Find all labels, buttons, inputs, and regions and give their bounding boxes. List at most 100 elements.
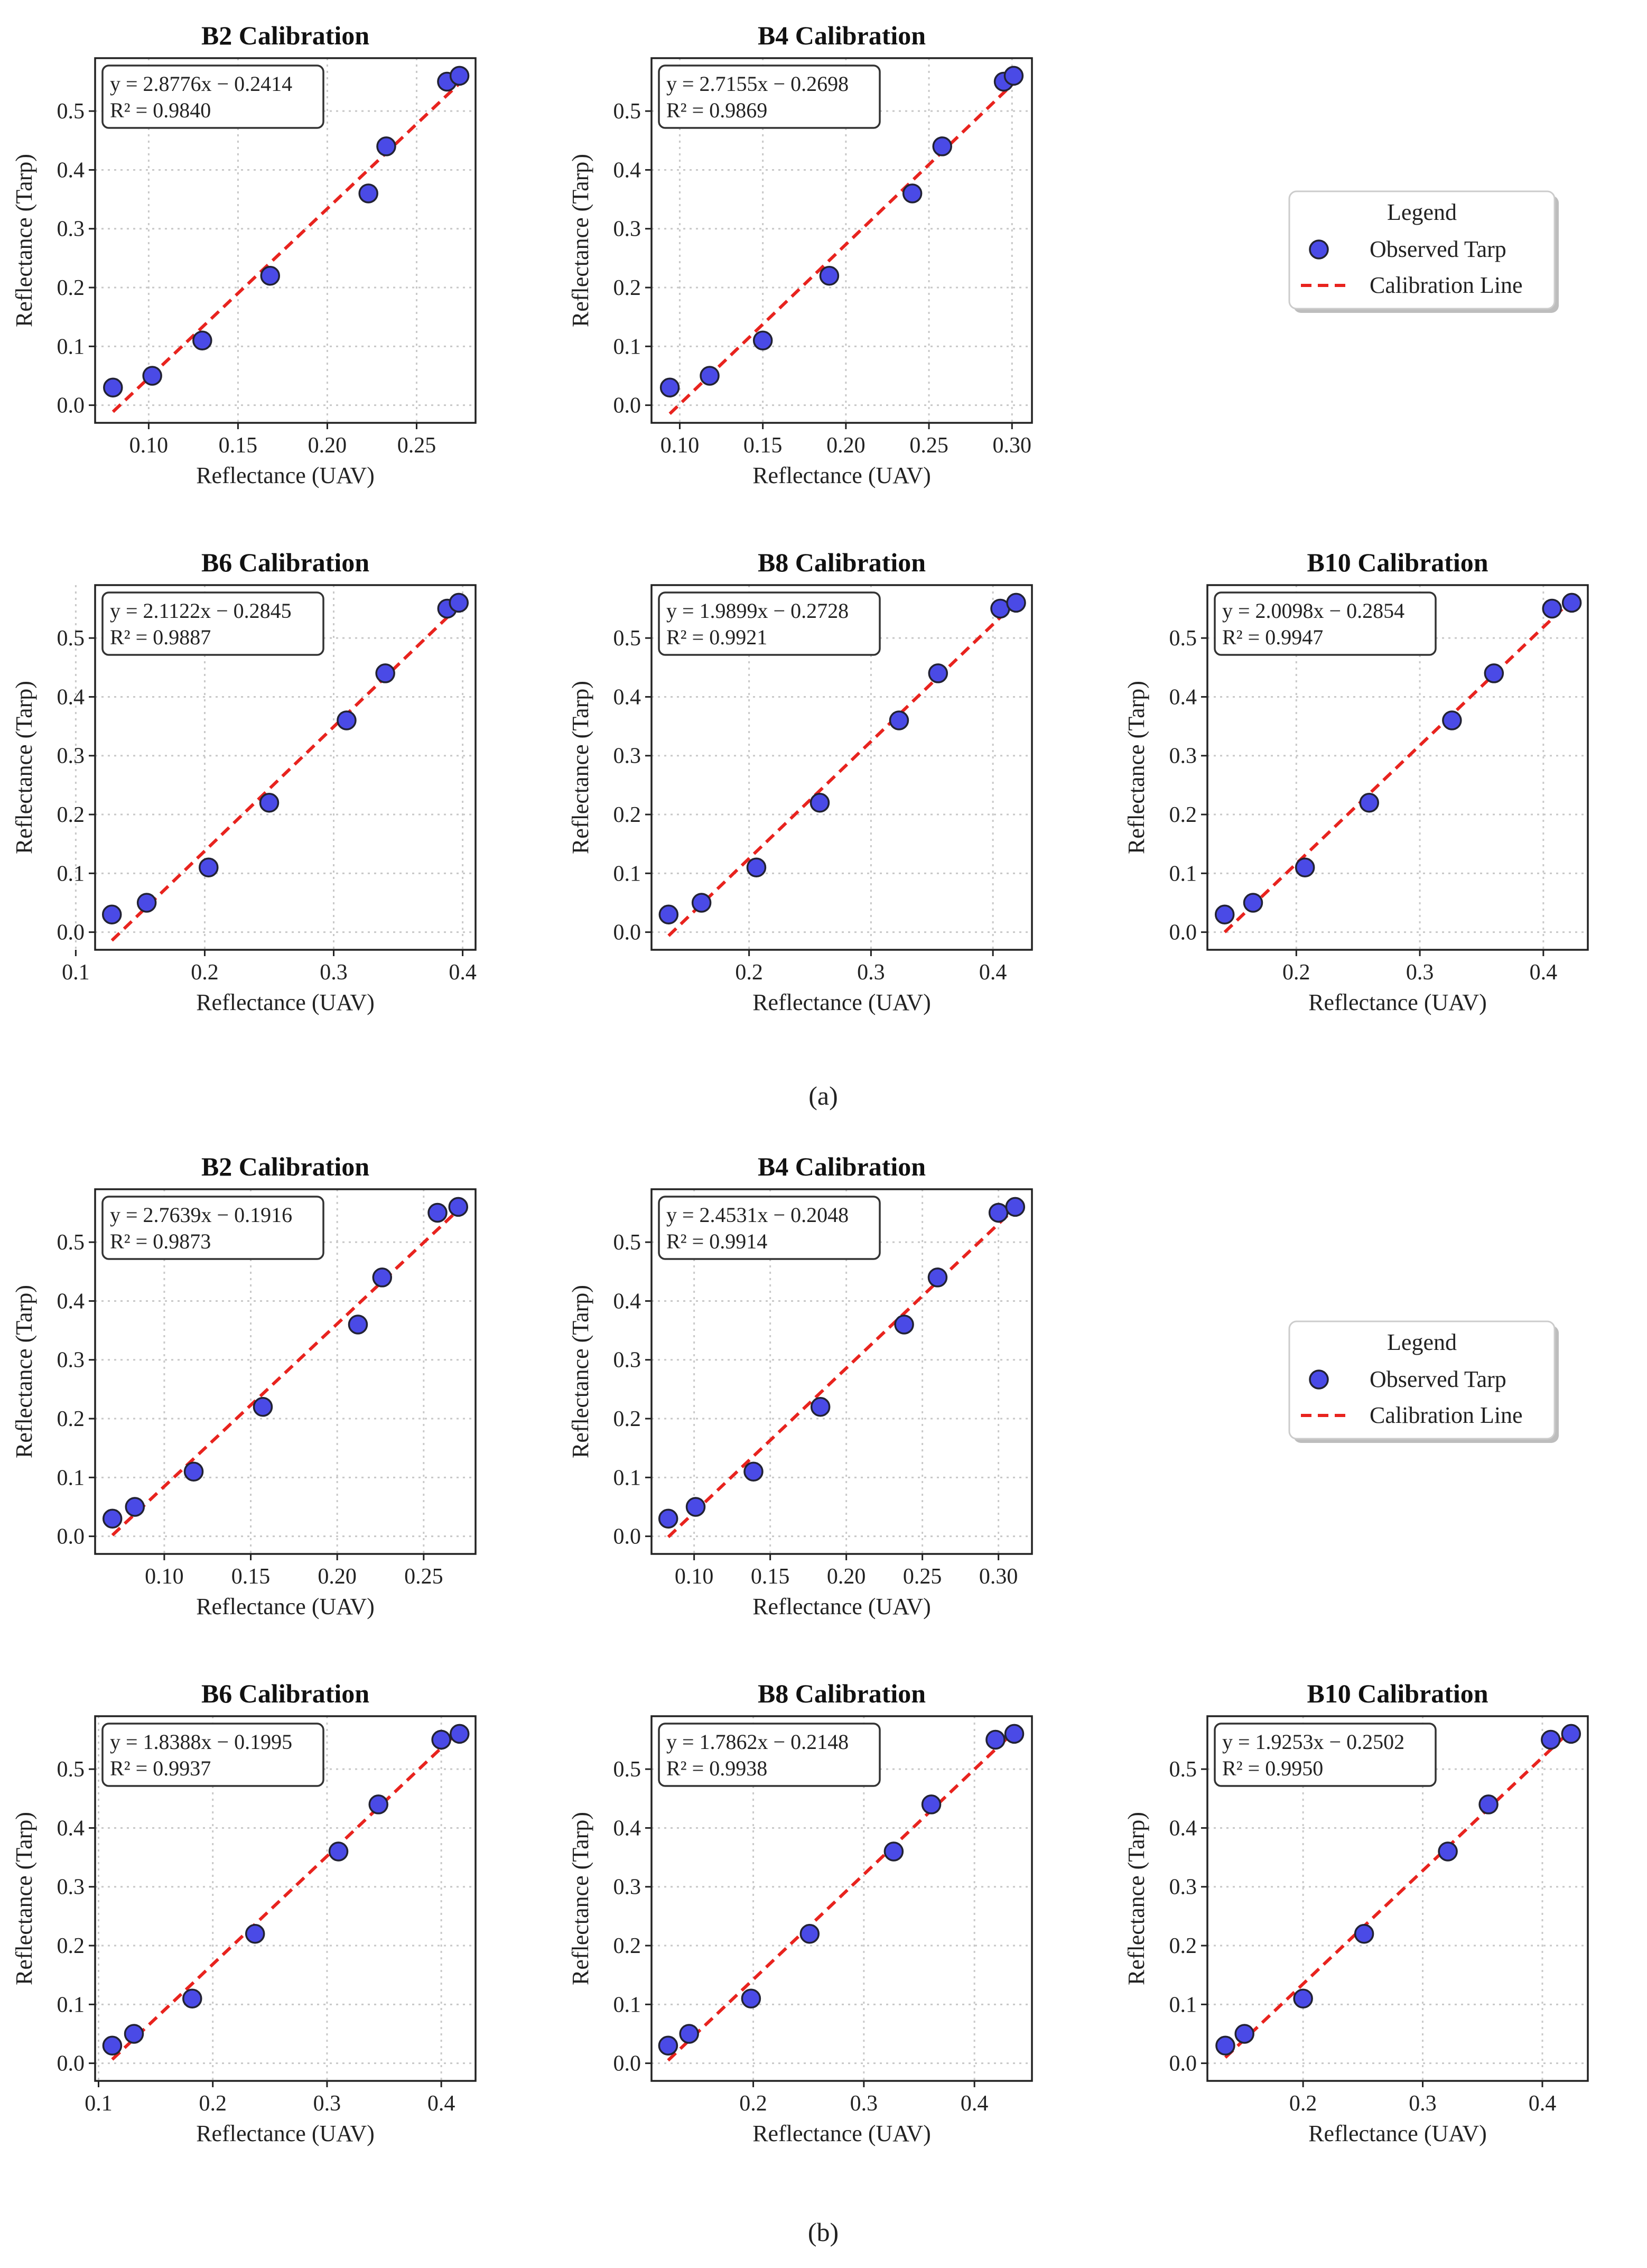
chart-title: B2 Calibration <box>201 1152 369 1181</box>
r-squared-text: R² = 0.9938 <box>666 1756 767 1780</box>
y-tick-label: 0.5 <box>1169 626 1197 651</box>
axes-frame <box>650 584 1033 951</box>
data-point <box>1354 1924 1374 1944</box>
data-point <box>449 593 469 613</box>
y-tick-label: 0.2 <box>57 1407 85 1431</box>
y-tick-label: 0.4 <box>613 1816 641 1840</box>
y-tick-label: 0.3 <box>1169 744 1197 769</box>
y-tick-label: 0.3 <box>613 1875 641 1900</box>
data-point <box>819 266 840 286</box>
x-tick-label: 0.3 <box>857 960 885 985</box>
x-tick-label: 0.10 <box>145 1565 184 1589</box>
x-tick-label: 0.10 <box>675 1565 714 1589</box>
data-point <box>1005 1197 1026 1217</box>
data-point <box>1542 598 1562 619</box>
data-point <box>691 893 712 913</box>
x-tick-label: 0.15 <box>751 1565 790 1589</box>
x-tick-label: 0.1 <box>85 2091 113 2116</box>
data-point <box>746 857 767 877</box>
y-tick-label: 0.0 <box>1169 2052 1197 2076</box>
x-tick-label: 0.3 <box>1406 960 1434 985</box>
data-point <box>245 1924 265 1944</box>
y-tick-label: 0.2 <box>613 1934 641 1958</box>
x-tick-label: 0.1 <box>62 960 90 985</box>
axes-frame <box>1206 584 1589 951</box>
y-tick-label: 0.1 <box>613 1993 641 2017</box>
y-tick-label: 0.3 <box>57 217 85 242</box>
data-point <box>1243 893 1263 913</box>
axes-frame <box>650 1188 1033 1555</box>
axes-frame <box>1206 1715 1589 2082</box>
y-tick-label: 0.5 <box>57 99 85 124</box>
data-point <box>1438 1841 1458 1862</box>
y-axis-label: Reflectance (Tarp) <box>11 1812 37 1985</box>
data-point <box>449 1724 470 1744</box>
legend-box <box>1288 190 1556 310</box>
calibration-line <box>667 1730 1016 2062</box>
y-tick-label: 0.2 <box>613 276 641 300</box>
x-tick-label: 0.20 <box>308 433 347 458</box>
data-point <box>183 1461 204 1482</box>
chart-title: B6 Calibration <box>201 1679 369 1708</box>
x-tick-label: 0.3 <box>850 2091 878 2116</box>
legend-marker-icon <box>1309 1369 1329 1390</box>
x-axis-label: Reflectance (UAV) <box>196 462 375 488</box>
equation-box <box>101 1196 324 1260</box>
x-tick-label: 0.25 <box>909 433 948 458</box>
r-squared-text: R² = 0.9840 <box>110 98 211 122</box>
y-tick-label: 0.5 <box>613 626 641 651</box>
panel-label: (a) <box>808 1081 838 1110</box>
x-tick-label: 0.25 <box>397 433 436 458</box>
y-axis-label: Reflectance (Tarp) <box>567 1285 593 1458</box>
data-point <box>253 1397 273 1417</box>
y-tick-label: 0.3 <box>57 744 85 769</box>
legend: Legend Observed Tarp Calibration Line <box>1288 190 1559 313</box>
x-tick-label: 0.4 <box>1530 960 1558 985</box>
r-squared-text: R² = 0.9914 <box>666 1229 767 1253</box>
x-tick-label: 0.2 <box>1282 960 1310 985</box>
x-tick-label: 0.10 <box>660 433 700 458</box>
data-point <box>1359 793 1379 813</box>
equation-text: y = 2.0098x − 0.2854 <box>1222 599 1404 623</box>
calibration-chart: B4 Calibration 0.10 0.15 0.20 0.25 0.30 0.0 0.1… <box>567 21 1033 488</box>
x-tick-label: 0.30 <box>979 1565 1018 1589</box>
data-point <box>1295 857 1315 877</box>
y-tick-label: 0.2 <box>57 276 85 300</box>
x-axis-label: Reflectance (UAV) <box>196 989 375 1015</box>
data-point <box>1006 593 1026 613</box>
y-tick-label: 0.2 <box>613 1407 641 1431</box>
y-axis-label: Reflectance (Tarp) <box>11 1285 37 1458</box>
x-axis-label: Reflectance (UAV) <box>196 1594 375 1619</box>
equation-text: y = 2.4531x − 0.2048 <box>666 1203 849 1227</box>
x-axis-label: Reflectance (UAV) <box>196 2121 375 2146</box>
data-point <box>883 1841 904 1862</box>
y-tick-label: 0.3 <box>613 1348 641 1373</box>
y-tick-label: 0.3 <box>613 217 641 242</box>
data-point <box>124 2024 144 2044</box>
x-axis-label: Reflectance (UAV) <box>752 2121 931 2146</box>
y-tick-label: 0.1 <box>613 862 641 886</box>
data-point <box>658 2035 678 2056</box>
data-point <box>431 1729 451 1750</box>
equation-text: y = 1.9899x − 0.2728 <box>666 599 849 623</box>
x-tick-label: 0.4 <box>961 2091 989 2116</box>
x-tick-label: 0.20 <box>826 433 866 458</box>
y-tick-label: 0.2 <box>613 803 641 827</box>
calibration-line <box>668 82 1015 415</box>
data-point <box>448 1197 469 1217</box>
data-point <box>136 893 157 913</box>
x-tick-label: 0.2 <box>735 960 763 985</box>
data-point <box>101 904 122 924</box>
equation-box <box>658 1723 881 1787</box>
equation-box <box>101 64 324 129</box>
y-tick-label: 0.4 <box>613 1289 641 1313</box>
x-tick-label: 0.3 <box>320 960 348 985</box>
data-point <box>1293 1988 1313 2008</box>
y-tick-label: 0.4 <box>57 685 85 709</box>
y-tick-label: 0.1 <box>1169 862 1197 886</box>
y-tick-label: 0.4 <box>57 1816 85 1840</box>
data-point <box>921 1794 942 1815</box>
data-point <box>889 710 909 730</box>
y-tick-label: 0.3 <box>57 1875 85 1900</box>
